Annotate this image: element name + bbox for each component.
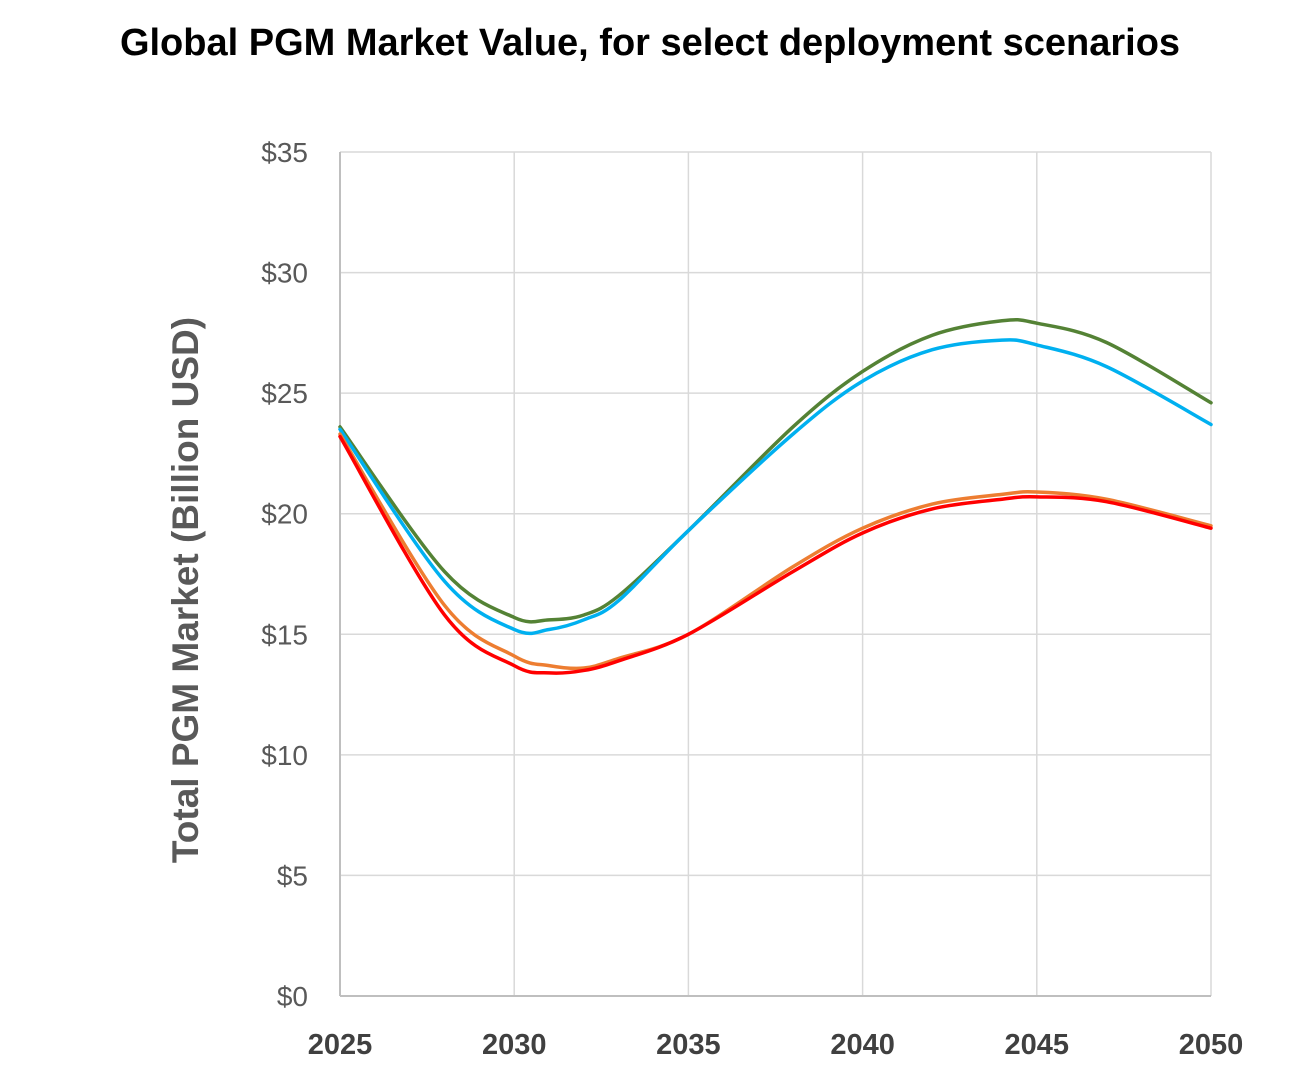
x-tick-label: 2045 <box>1005 1029 1070 1061</box>
y-tick-label: $15 <box>261 619 308 650</box>
y-tick-label: $5 <box>277 860 308 891</box>
x-tick-label: 2030 <box>482 1029 547 1061</box>
y-tick-label: $25 <box>261 378 308 409</box>
y-tick-label: $35 <box>261 137 308 168</box>
series-line-3 <box>338 432 1213 671</box>
series-line-2 <box>338 338 1213 636</box>
y-tick-label: $30 <box>261 258 308 289</box>
x-tick-label: 2035 <box>656 1029 721 1061</box>
y-tick-label: $20 <box>261 499 308 530</box>
x-tick-label: 2025 <box>308 1029 373 1061</box>
x-tick-label: 2050 <box>1179 1029 1244 1061</box>
chart-title: Global PGM Market Value, for select depl… <box>119 22 1181 64</box>
y-tick-label: $10 <box>261 740 308 771</box>
series-line-4 <box>338 434 1213 675</box>
series-line-1 <box>338 317 1213 624</box>
x-tick-label: 2040 <box>830 1029 895 1061</box>
y-tick-label: $0 <box>277 981 308 1012</box>
